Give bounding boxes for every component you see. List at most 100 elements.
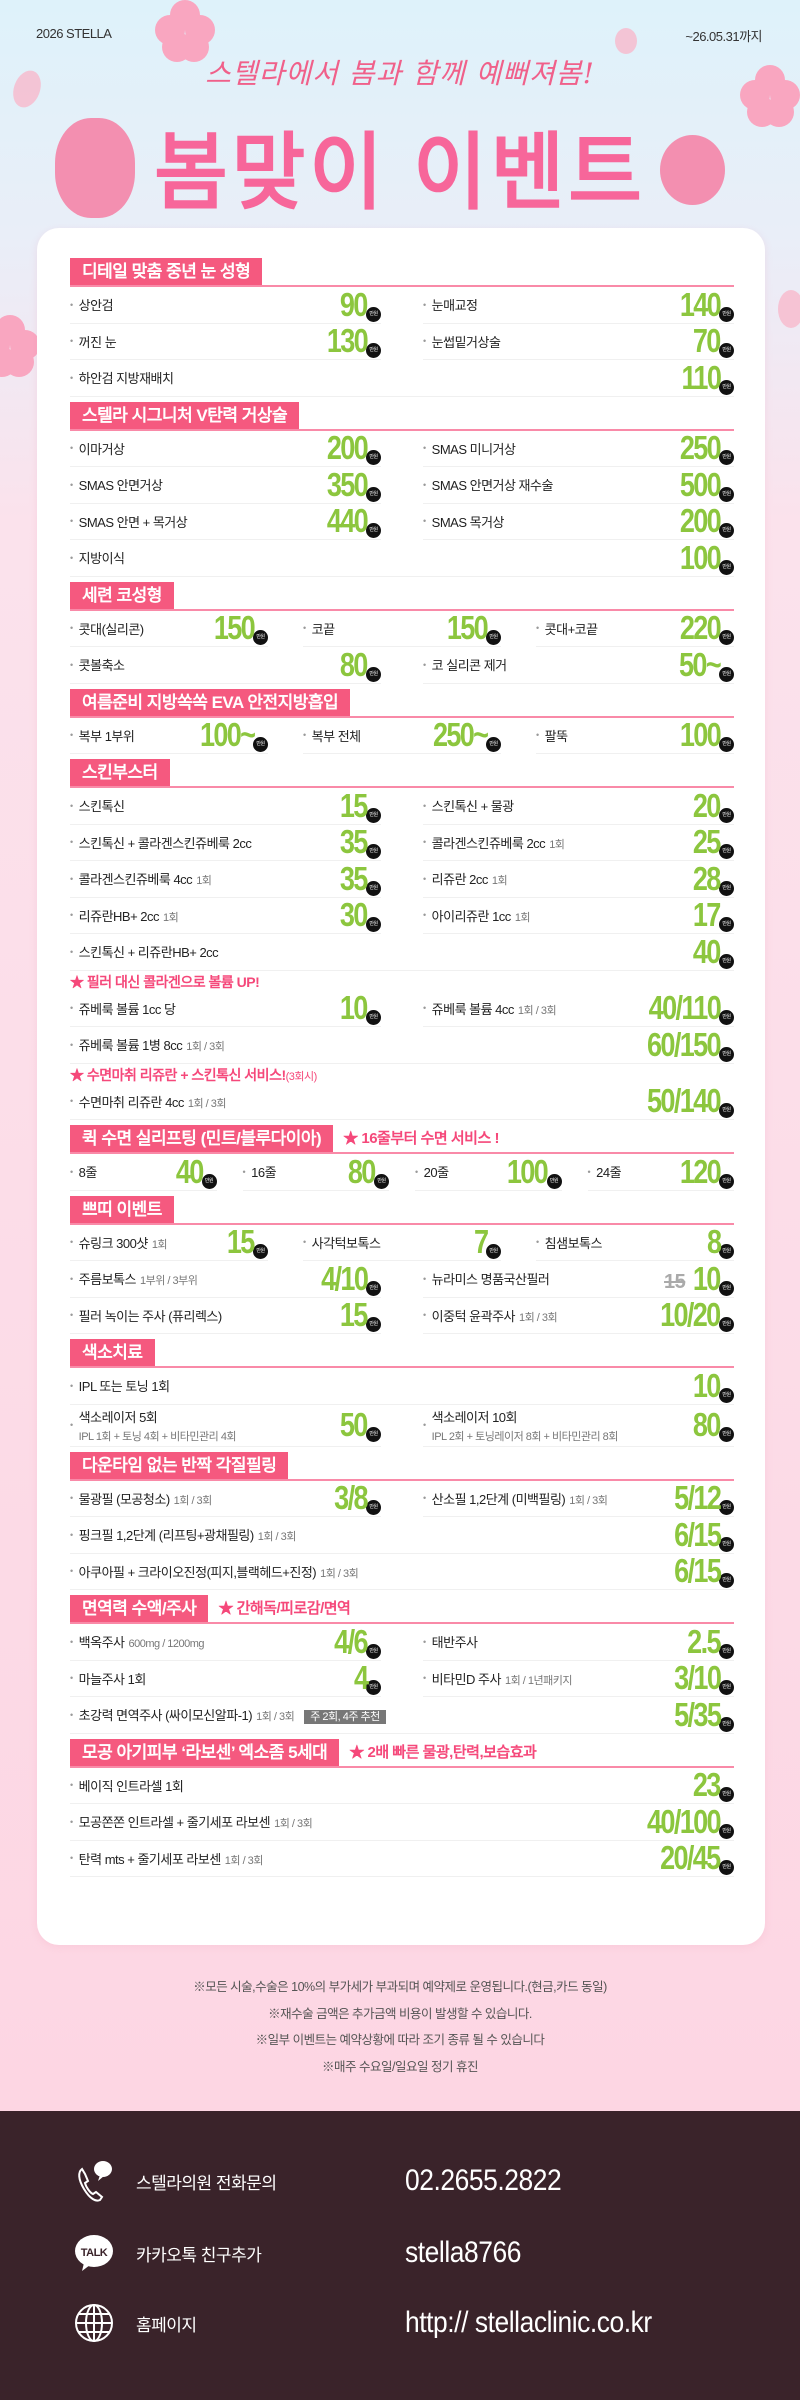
price-item: • 눈썹밑거상술 70 만원 <box>423 324 734 360</box>
item-name: 16줄 <box>251 1165 277 1181</box>
item-detail: IPL 2회 + 토닝레이저 8회 + 비타민관리 8회 <box>431 1430 619 1443</box>
price-section: 퀵 수면 실리프팅 (민트/블루다이아) ★ 16줄부터 수면 서비스 ! • 8줄 4… <box>70 1125 734 1191</box>
price-unit-badge: 만원 <box>719 1317 734 1333</box>
phone-number[interactable]: 02.2655.2822 <box>405 2164 562 2197</box>
item-text: 눈썹밑거상술 <box>432 332 501 351</box>
price-value: 25 <box>693 823 721 861</box>
item-text: 스킨톡신 + 물광 <box>432 796 515 815</box>
price-item: • 슈링크 300샷 1회 15 만원 <box>70 1223 268 1261</box>
price-section: 스텔라 시그니처 V탄력 거상술 • 이마거상 200 만원 • SMAS 미니거상 250 만… <box>70 401 734 577</box>
item-label-group: • 마늘주사 1회 <box>70 1669 146 1688</box>
item-price: 3/10 만원 <box>664 1661 734 1696</box>
contact-phone[interactable]: 스텔라의원 전화문의 02.2655.2822 <box>72 2159 562 2203</box>
item-text: 쥬베룩 볼륨 1병 8cc 1회 / 3회 <box>79 1035 225 1054</box>
item-price: 30 만원 <box>334 898 381 933</box>
item-name: 사각턱보톡스 <box>311 1235 381 1251</box>
item-price: 150 만원 <box>205 609 268 647</box>
price-unit-badge: 만원 <box>719 1643 734 1659</box>
item-text: 20줄 <box>424 1162 449 1181</box>
price-item: • 태반주사 2.5 만원 <box>423 1624 734 1661</box>
cherry-blossom-icon <box>155 0 215 62</box>
price-item: • 색소레이저 10회 IPL 2회 + 토닝레이저 8회 + 비타민관리 8회 80… <box>423 1405 734 1447</box>
item-price: 7 만원 <box>471 1225 501 1260</box>
bullet: • <box>70 1853 73 1864</box>
bullet: • <box>70 1780 73 1791</box>
price-item: • SMAS 목거상 200 만원 <box>423 504 734 540</box>
item-price: 140 만원 <box>671 288 734 322</box>
item-text: 주름보톡스 1부위 / 3부위 <box>79 1269 198 1288</box>
price-item: • 물광필 (모공청소) 1회 / 3회 3/8 만원 <box>70 1481 381 1517</box>
item-label-group: • 비타민D 주사 1회 / 1년패키지 <box>423 1669 572 1688</box>
item-text: 콜라겐스킨쥬베룩 4cc 1회 <box>79 869 212 888</box>
cherry-blossom-icon <box>740 65 800 127</box>
item-text: 수면마취 리쥬란 4cc 1회 / 3회 <box>79 1092 227 1111</box>
bullet: • <box>70 730 73 741</box>
item-text: 필러 녹이는 주사 (퓨리렉스) <box>79 1306 223 1325</box>
price-unit-badge: 만원 <box>719 1427 734 1442</box>
bullet: • <box>423 1003 426 1014</box>
item-label-group: • 리쥬란HB+ 2cc 1회 <box>70 906 179 925</box>
price-value: 100 <box>679 538 722 576</box>
price-item: • 아쿠아필 + 크라이오진정(피지,블랙헤드+진정) 1회 / 3회 6/15 만원 <box>70 1554 734 1590</box>
item-name: 리쥬란HB+ 2cc <box>78 908 160 924</box>
item-price: 25 만원 <box>687 823 734 861</box>
item-session-note: 1회 <box>163 911 179 924</box>
price-value: 15 <box>227 1223 255 1261</box>
price-value: 200 <box>326 429 369 467</box>
price-item: • 콧볼축소 80 만원 <box>70 647 381 684</box>
section-header: 면역력 수액/주사 ★ 간해독/피로감/면역 <box>70 1595 734 1624</box>
price-unit-badge: 만원 <box>366 807 381 823</box>
item-text: 콧대(실리콘) <box>79 619 144 638</box>
item-price: 200 만원 <box>318 429 381 467</box>
item-label-group: • 콧대(실리콘) <box>70 619 144 638</box>
homepage-link[interactable]: http:// stellaclinic.co.kr <box>405 2306 652 2339</box>
section-header: 여름준비 지방쏙쏙 EVA 안전지방흡입 <box>70 688 734 718</box>
price-value: 440 <box>326 502 369 540</box>
item-label-group: • 스킨톡신 + 콜라겐스킨쥬베룩 2cc <box>70 833 252 852</box>
note-sub: (3회시) <box>285 1070 318 1083</box>
price-value: 100 <box>507 1152 549 1190</box>
price-item: • SMAS 안면거상 350 만원 <box>70 467 381 504</box>
bullet: • <box>70 516 73 527</box>
bullet: • <box>70 1816 73 1827</box>
contact-kakao[interactable]: TALK 카카오톡 친구추가 stella8766 <box>72 2231 521 2275</box>
price-unit-badge: 만원 <box>719 1103 734 1119</box>
item-session-note: 1회 / 3회 <box>257 1531 297 1544</box>
item-text: 아이리쥬란 1cc 1회 <box>432 906 531 925</box>
item-session-note: 1부위 / 3부위 <box>139 1275 198 1288</box>
item-name: 마늘주사 1회 <box>78 1671 147 1687</box>
bullet: • <box>70 1273 73 1284</box>
price-section: 세련 코성형 • 콧대(실리콘) 150 만원 • 코끝 150 만원 • 콧대+코끝 220 만원 • 콧… <box>70 581 734 684</box>
item-label-group: • 쥬베룩 볼륨 1cc 당 <box>70 999 176 1018</box>
item-price: 80 만원 <box>342 1155 389 1189</box>
item-price: 4/10 만원 <box>311 1262 381 1296</box>
kakao-id[interactable]: stella8766 <box>405 2236 521 2269</box>
item-name: 복부 1부위 <box>78 728 135 744</box>
item-price: 80 만원 <box>334 648 381 682</box>
price-value: 40 <box>175 1152 204 1190</box>
item-label-group: • 콧볼축소 <box>70 655 125 674</box>
price-section: 쁘띠 이벤트 • 슈링크 300샷 1회 15 만원 • 사각턱보톡스 7 만원 • 침샘보톡스 8 만원… <box>70 1195 734 1334</box>
price-grid: • 백옥주사 600mg / 1200mg 4/6 만원 • 태반주사 2.5 만원 • 마늘주사 … <box>70 1624 734 1734</box>
price-grid: • 복부 1부위 100~ 만원 • 복부 전체 250~ 만원 • 팔뚝 100 만원 <box>70 718 734 754</box>
price-value: 10/20 <box>660 1296 721 1334</box>
item-label-group: • 눈썹밑거상술 <box>423 332 501 351</box>
contact-homepage[interactable]: 홈페이지 http:// stellaclinic.co.kr <box>72 2301 652 2345</box>
item-name: 뉴라미스 명품국산필러 <box>431 1272 550 1288</box>
price-value: 150 <box>213 609 256 647</box>
bullet: • <box>587 1166 591 1177</box>
kakaotalk-icon: TALK <box>72 2231 116 2275</box>
section-header: 디테일 맞춤 중년 눈 성형 <box>70 258 734 287</box>
price-unit-badge: 만원 <box>366 1680 381 1696</box>
price-unit-badge: 만원 <box>719 1173 734 1189</box>
price-section: 모공 아기피부 ‘라보센’ 엑소좀 5세대 ★ 2배 빠른 물광,탄력,보습효과 •… <box>70 1738 734 1877</box>
price-item: • 핑크필 1,2단계 (리프팅+광채필링) 1회 / 3회 6/15 만원 <box>70 1517 734 1554</box>
price-value: 50/140 <box>647 1082 722 1120</box>
item-name: 쥬베룩 볼륨 1병 8cc <box>78 1038 183 1054</box>
bullet: • <box>423 1273 426 1284</box>
price-section: 여름준비 지방쏙쏙 EVA 안전지방흡입 • 복부 1부위 100~ 만원 • 복부 전체 2… <box>70 688 734 754</box>
item-text: SMAS 안면거상 재수술 <box>432 475 554 494</box>
price-item: • 수면마취 리쥬란 4cc 1회 / 3회 50/140 만원 <box>70 1082 734 1120</box>
bullet: • <box>70 1166 73 1177</box>
price-value: 350 <box>326 465 369 503</box>
